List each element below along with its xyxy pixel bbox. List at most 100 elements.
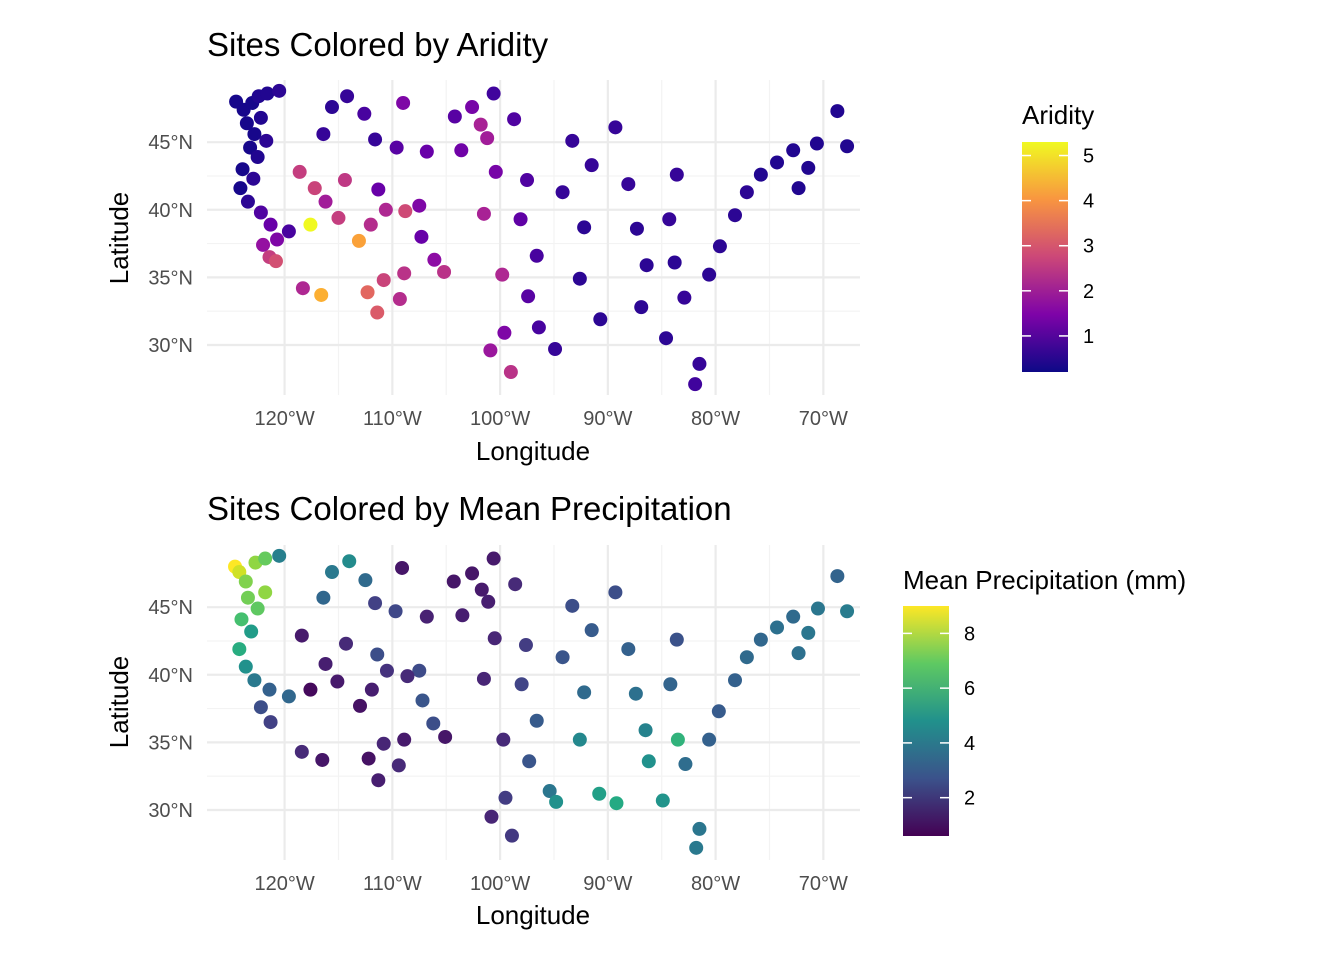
site-point bbox=[504, 828, 519, 843]
legend-tick-label: 1 bbox=[1083, 326, 1094, 348]
site-point bbox=[529, 248, 544, 263]
y-tick-label: 30°N bbox=[148, 335, 193, 357]
chart-title: Sites Colored by Mean Precipitation bbox=[207, 490, 732, 527]
site-point bbox=[412, 663, 427, 678]
site-point bbox=[281, 689, 296, 704]
site-point bbox=[238, 659, 253, 674]
site-point bbox=[331, 210, 346, 225]
site-point bbox=[712, 239, 727, 254]
legend-title: Mean Precipitation (mm) bbox=[903, 565, 1186, 595]
site-point bbox=[486, 551, 501, 566]
y-tick-label: 45°N bbox=[148, 597, 193, 619]
site-point bbox=[303, 217, 318, 232]
site-point bbox=[391, 758, 406, 773]
legend-tick-label: 6 bbox=[964, 678, 975, 700]
x-axis-ticks: 120°W 110°W 100°W 90°W 80°W 70°W bbox=[254, 408, 848, 430]
site-point bbox=[455, 608, 470, 623]
site-point bbox=[315, 752, 330, 767]
site-point bbox=[809, 136, 824, 151]
site-point bbox=[739, 650, 754, 665]
site-point bbox=[316, 590, 331, 605]
site-point bbox=[495, 267, 510, 282]
site-point bbox=[484, 809, 499, 824]
site-point bbox=[702, 267, 717, 282]
site-point bbox=[801, 625, 816, 640]
color-legend: Mean Precipitation (mm) 2 4 6 8 bbox=[903, 565, 1186, 836]
site-point bbox=[376, 736, 391, 751]
site-point bbox=[728, 208, 743, 223]
legend-ticks: 2 4 6 8 bbox=[903, 623, 975, 810]
site-point bbox=[465, 100, 480, 115]
x-tick-label: 70°W bbox=[799, 873, 848, 895]
site-point bbox=[473, 117, 488, 132]
site-point bbox=[628, 686, 643, 701]
site-point bbox=[496, 732, 511, 747]
scatter-points bbox=[229, 83, 855, 392]
site-point bbox=[770, 155, 785, 170]
site-point bbox=[396, 95, 411, 110]
site-point bbox=[548, 342, 563, 357]
x-tick-label: 110°W bbox=[363, 408, 422, 430]
site-point bbox=[243, 140, 258, 155]
site-point bbox=[638, 723, 653, 738]
site-point bbox=[514, 677, 529, 692]
site-point bbox=[250, 150, 265, 165]
site-point bbox=[688, 377, 703, 392]
site-point bbox=[235, 162, 250, 177]
x-axis-label: Longitude bbox=[476, 436, 590, 466]
legend-tick-label: 3 bbox=[1083, 236, 1094, 258]
site-point bbox=[364, 682, 379, 697]
gridlines bbox=[207, 80, 860, 395]
site-point bbox=[272, 548, 287, 563]
site-point bbox=[281, 224, 296, 239]
site-point bbox=[465, 566, 480, 581]
site-point bbox=[480, 131, 495, 146]
site-point bbox=[572, 271, 587, 286]
site-point bbox=[260, 86, 275, 101]
site-point bbox=[487, 631, 502, 646]
site-point bbox=[508, 577, 523, 592]
site-point bbox=[294, 744, 309, 759]
site-point bbox=[667, 255, 682, 270]
site-point bbox=[577, 685, 592, 700]
site-point bbox=[234, 612, 249, 627]
legend-tick-label: 2 bbox=[964, 788, 975, 810]
site-point bbox=[340, 89, 355, 104]
site-point bbox=[669, 167, 684, 182]
x-tick-label: 90°W bbox=[583, 873, 632, 895]
site-point bbox=[572, 732, 587, 747]
site-point bbox=[253, 700, 268, 715]
site-point bbox=[295, 281, 310, 296]
site-point bbox=[801, 160, 816, 175]
chart-panel-aridity: Sites Colored by Aridity 120°W 110°W 100°W… bbox=[104, 26, 1094, 466]
site-point bbox=[342, 554, 357, 569]
x-tick-label: 100°W bbox=[470, 408, 530, 430]
site-point bbox=[549, 794, 564, 809]
site-point bbox=[376, 273, 391, 288]
chart-title: Sites Colored by Aridity bbox=[207, 26, 549, 63]
y-tick-label: 35°N bbox=[148, 732, 193, 754]
y-axis-label: Latitude bbox=[104, 192, 134, 285]
site-point bbox=[791, 646, 806, 661]
site-point bbox=[609, 796, 624, 811]
site-point bbox=[840, 139, 855, 154]
site-point bbox=[655, 793, 670, 808]
x-tick-label: 70°W bbox=[799, 408, 848, 430]
site-point bbox=[232, 642, 247, 657]
site-point bbox=[368, 132, 383, 147]
y-axis-ticks: 30°N 35°N 40°N 45°N bbox=[148, 597, 193, 822]
site-point bbox=[753, 632, 768, 647]
site-point bbox=[593, 312, 608, 327]
site-point bbox=[395, 560, 410, 575]
site-point bbox=[692, 821, 707, 836]
site-point bbox=[371, 182, 386, 197]
site-point bbox=[498, 790, 513, 805]
site-point bbox=[238, 574, 253, 589]
site-point bbox=[840, 604, 855, 619]
site-point bbox=[361, 751, 376, 766]
site-point bbox=[268, 254, 283, 269]
site-point bbox=[427, 252, 442, 267]
site-point bbox=[351, 233, 366, 248]
legend-title: Aridity bbox=[1022, 100, 1094, 130]
site-point bbox=[542, 784, 557, 799]
